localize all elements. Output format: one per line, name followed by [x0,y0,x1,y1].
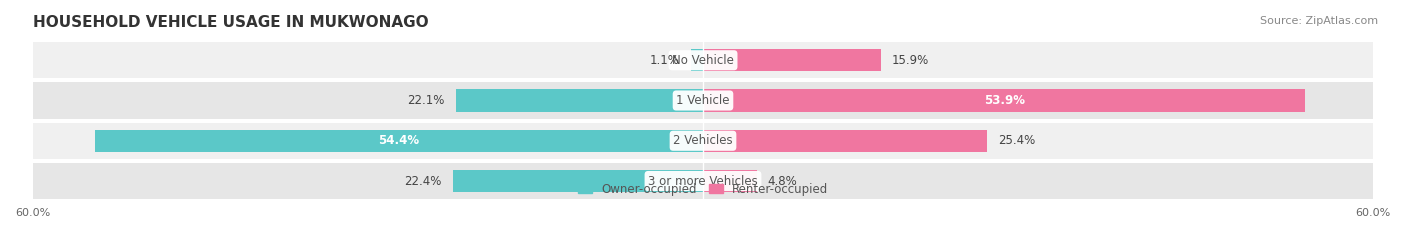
Bar [32,163,1374,199]
Text: 15.9%: 15.9% [891,54,929,67]
Bar [703,170,756,192]
Bar [32,82,1374,119]
Text: 1.1%: 1.1% [650,54,679,67]
Bar [96,130,703,152]
Bar [456,89,703,112]
Bar [703,49,880,71]
Text: 3 or more Vehicles: 3 or more Vehicles [648,175,758,188]
Text: 4.8%: 4.8% [768,175,797,188]
Text: 54.4%: 54.4% [378,134,419,147]
Bar [32,42,1374,78]
Bar [703,130,987,152]
Text: No Vehicle: No Vehicle [672,54,734,67]
Text: 25.4%: 25.4% [998,134,1035,147]
Bar [690,49,703,71]
Text: 22.4%: 22.4% [404,175,441,188]
Text: Source: ZipAtlas.com: Source: ZipAtlas.com [1260,16,1378,26]
Bar [453,170,703,192]
Text: 22.1%: 22.1% [408,94,444,107]
Text: 53.9%: 53.9% [984,94,1025,107]
Bar [32,123,1374,159]
Text: 2 Vehicles: 2 Vehicles [673,134,733,147]
Bar [703,89,1305,112]
Legend: Owner-occupied, Renter-occupied: Owner-occupied, Renter-occupied [572,178,834,201]
Text: HOUSEHOLD VEHICLE USAGE IN MUKWONAGO: HOUSEHOLD VEHICLE USAGE IN MUKWONAGO [32,15,429,30]
Text: 1 Vehicle: 1 Vehicle [676,94,730,107]
